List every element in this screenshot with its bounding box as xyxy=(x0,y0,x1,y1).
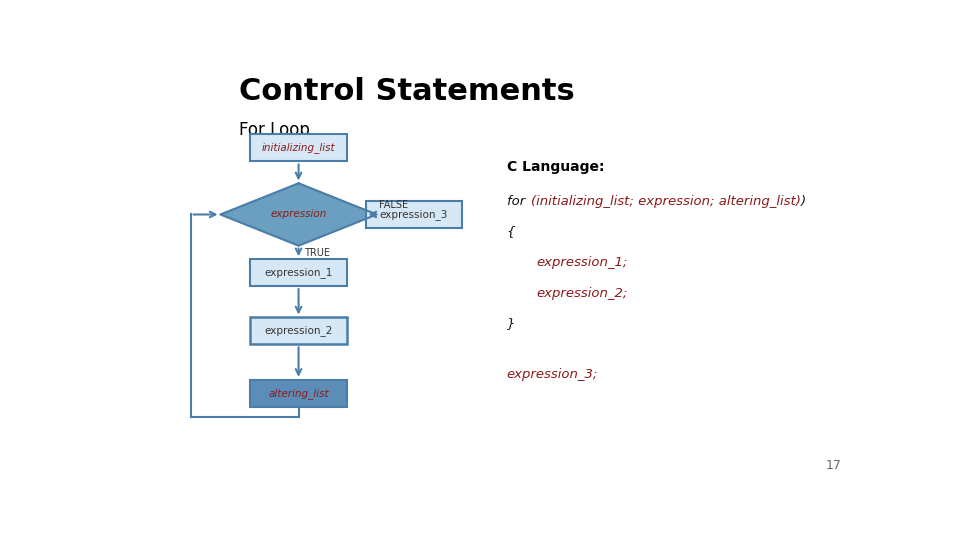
Text: expression_2: expression_2 xyxy=(264,326,333,336)
Text: Control Statements: Control Statements xyxy=(239,77,575,106)
Text: {: { xyxy=(507,225,516,238)
Text: expression_3: expression_3 xyxy=(380,209,448,220)
FancyBboxPatch shape xyxy=(251,318,347,345)
Text: C Language:: C Language: xyxy=(507,160,605,174)
Text: expression_2;: expression_2; xyxy=(537,287,628,300)
FancyBboxPatch shape xyxy=(366,201,463,228)
Text: For Loop: For Loop xyxy=(239,121,310,139)
Text: (initializing_list; expression; altering_list): (initializing_list; expression; altering… xyxy=(532,194,802,207)
Text: initializing_list: initializing_list xyxy=(262,143,335,153)
Text: TRUE: TRUE xyxy=(304,248,330,258)
Text: expression_3;: expression_3; xyxy=(507,368,598,381)
Text: altering_list: altering_list xyxy=(268,388,329,399)
FancyBboxPatch shape xyxy=(251,134,347,161)
Text: for: for xyxy=(507,194,529,207)
Text: FALSE: FALSE xyxy=(379,200,408,210)
Text: expression_1;: expression_1; xyxy=(537,256,628,269)
FancyBboxPatch shape xyxy=(251,380,347,407)
Polygon shape xyxy=(221,183,376,246)
Text: ): ) xyxy=(801,194,805,207)
Text: }: } xyxy=(507,318,516,330)
Text: expression_1: expression_1 xyxy=(264,267,333,278)
Text: expression: expression xyxy=(271,210,326,219)
Text: 17: 17 xyxy=(826,460,842,472)
FancyBboxPatch shape xyxy=(251,259,347,286)
